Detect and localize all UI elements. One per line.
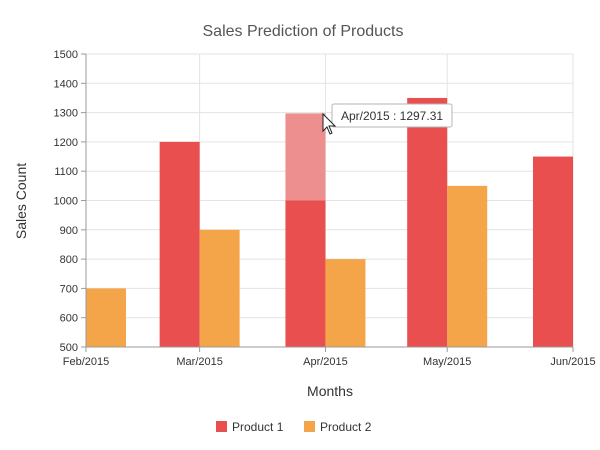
mouse-cursor-icon xyxy=(322,112,337,135)
y-tick-label: 600 xyxy=(60,313,78,325)
legend-label: Product 1 xyxy=(232,420,284,434)
bar-product-1-jun-2015[interactable] xyxy=(533,156,573,347)
legend: Product 1 Product 2 xyxy=(216,420,372,434)
x-tick-label: Apr/2015 xyxy=(303,356,348,368)
bar-highlight-segment[interactable] xyxy=(285,113,326,201)
y-ticks: 500 600 700 800 900 1000 1100 1200 1300 1400 1500 xyxy=(54,49,86,354)
bar-product-1-may-2015[interactable] xyxy=(407,97,448,347)
y-tick-label: 900 xyxy=(60,225,78,237)
y-tick-label: 1200 xyxy=(54,137,78,149)
x-tick-label: Jun/2015 xyxy=(550,356,595,368)
y-tick-label: 1500 xyxy=(54,49,78,61)
tooltip: Apr/2015 : 1297.31 xyxy=(322,103,453,135)
x-ticks: Feb/2015 Mar/2015 Apr/2015 May/2015 Jun/2015 xyxy=(63,347,596,368)
y-tick-label: 700 xyxy=(60,283,78,295)
bar-product-1-apr-2015[interactable] xyxy=(285,200,326,348)
y-tick-label: 1300 xyxy=(54,108,78,120)
bar-product-1-mar-2015[interactable] xyxy=(159,141,200,347)
bar-product-2-mar-2015[interactable] xyxy=(199,229,240,347)
y-tick-label: 500 xyxy=(60,342,78,354)
y-tick-label: 1400 xyxy=(54,78,78,90)
y-axis-label: Sales Count xyxy=(13,163,29,239)
x-tick-label: Mar/2015 xyxy=(176,356,222,368)
legend-swatch xyxy=(216,421,227,432)
x-axis-label: Months xyxy=(307,383,353,399)
legend-label: Product 2 xyxy=(320,420,372,434)
bar-product-2-may-2015[interactable] xyxy=(447,185,488,347)
bars xyxy=(86,97,573,348)
y-tick-label: 1100 xyxy=(54,166,78,178)
tooltip-text: Apr/2015 : 1297.31 xyxy=(341,109,443,123)
bar-product-2-feb-2015[interactable] xyxy=(86,288,126,347)
legend-swatch xyxy=(304,421,315,432)
x-tick-label: May/2015 xyxy=(423,356,471,368)
tooltip-box xyxy=(331,103,453,128)
legend-item-product-2[interactable]: Product 2 xyxy=(304,420,372,434)
x-tick-label: Feb/2015 xyxy=(63,356,109,368)
y-tick-label: 1000 xyxy=(54,196,78,208)
chart-title: Sales Prediction of Products xyxy=(203,23,404,40)
y-tick-label: 800 xyxy=(60,254,78,266)
legend-item-product-1[interactable]: Product 1 xyxy=(216,420,284,434)
bar-product-2-apr-2015[interactable] xyxy=(325,259,366,347)
